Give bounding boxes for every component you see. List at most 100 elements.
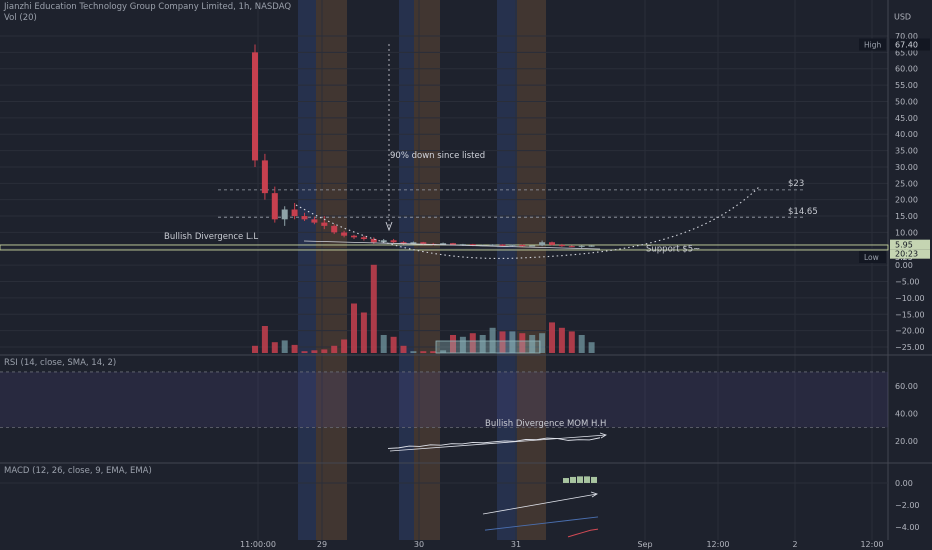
session-band-1 [316, 0, 347, 540]
x-tick-label: 12:00 [860, 540, 883, 549]
divergence-macd-arrow [590, 491, 598, 498]
candle [558, 243, 565, 247]
candle [301, 212, 308, 221]
candle [261, 153, 268, 200]
candle-body [539, 242, 546, 246]
macd-histogram-bar [563, 478, 569, 483]
volume-bar [479, 335, 486, 353]
level-14-label: $14.65 [788, 207, 818, 217]
y-tick-label: −10.00 [895, 294, 925, 303]
candle-body [469, 244, 476, 246]
candle [271, 186, 278, 223]
high-tag-label: High [864, 41, 881, 50]
candle-body [291, 209, 298, 217]
macd-signal-line [567, 528, 599, 538]
volume-bar [459, 336, 466, 353]
candle [539, 240, 546, 247]
rsi-line [387, 437, 601, 449]
candle-body [301, 216, 308, 220]
volume-bar [341, 339, 348, 353]
macd-histogram-bar [584, 476, 590, 483]
candle-body [252, 52, 258, 161]
y-tick-label: 40.00 [895, 130, 918, 139]
y-tick-label: −15.00 [895, 310, 925, 319]
drop-arrow-head [385, 221, 393, 232]
candle-body [499, 244, 506, 246]
currency-label: USD [894, 13, 911, 22]
candle [509, 244, 516, 247]
candle [252, 44, 258, 167]
volume-bar [509, 331, 516, 353]
x-tick-label: 29 [317, 540, 327, 549]
rsi-label: RSI (14, close, SMA, 14, 2) [4, 358, 117, 368]
y-tick-label: 45.00 [895, 114, 918, 123]
volume-bar [400, 345, 407, 353]
volume-bar [410, 351, 417, 353]
volume-bar [578, 335, 585, 353]
candle-body [311, 219, 318, 223]
divergence-rsi-arrow [599, 432, 607, 439]
y-tick-label: −25.00 [895, 343, 925, 352]
candle-body [360, 237, 367, 239]
volume-bar [529, 335, 536, 353]
candle [489, 244, 496, 246]
candle [568, 245, 575, 248]
last-price: 5.95 [895, 241, 913, 250]
session-band-4 [497, 0, 517, 540]
volume-bar [549, 322, 555, 353]
countdown-box [890, 249, 930, 259]
macd-tick-label: −4.00 [895, 523, 920, 532]
macd-tick-label: 0.00 [895, 479, 913, 488]
x-tick-label: 2 [792, 540, 797, 549]
y-tick-label: 55.00 [895, 81, 918, 90]
session-band-2 [399, 0, 414, 540]
macd-tick-label: −2.00 [895, 501, 920, 510]
volume-bar [450, 335, 456, 353]
candle-body [519, 244, 526, 247]
y-tick-label: 50.00 [895, 97, 918, 106]
session-band-0 [298, 0, 316, 540]
candle-body [351, 235, 357, 238]
candle-body [509, 244, 516, 246]
candle [281, 206, 288, 226]
volume-bar [519, 333, 526, 353]
volume-highlight-box [435, 340, 541, 354]
volume-bar [281, 340, 288, 353]
divergence-rsi-line [389, 434, 607, 452]
candle [311, 216, 318, 225]
volume-label: Vol (20) [4, 13, 37, 23]
volume-bar [311, 350, 318, 353]
rsi-tick-label: 60.00 [895, 382, 918, 391]
candle-body [549, 242, 555, 245]
candle-body [331, 225, 338, 233]
y-tick-label: 65.00 [895, 48, 918, 57]
macd-histogram-bar [577, 476, 583, 483]
candle [360, 235, 367, 241]
volume-bar [499, 331, 506, 353]
x-tick-label: 30 [414, 540, 424, 549]
volume-bar [331, 345, 338, 353]
candle [331, 224, 338, 235]
candle [341, 230, 348, 238]
volume-bar [321, 349, 328, 353]
macd-histogram-bar [591, 476, 597, 483]
candle [351, 234, 357, 239]
high-value-box [890, 38, 930, 51]
macd-histogram-bar [570, 476, 576, 483]
volume-bar [380, 335, 387, 353]
y-tick-label: 0.00 [895, 261, 913, 270]
session-band-3 [414, 0, 440, 540]
rsi-band-fill [0, 371, 888, 428]
x-tick-label: 31 [511, 540, 521, 549]
volume-bar [568, 331, 575, 353]
candle-body [459, 244, 466, 246]
volume-bar [489, 327, 496, 353]
macd-line [484, 516, 599, 531]
session-band-5 [517, 0, 546, 540]
y-tick-label: 35.00 [895, 147, 918, 156]
candle-body [420, 242, 427, 244]
y-tick-label: 25.00 [895, 179, 918, 188]
candle [529, 245, 536, 247]
volume-bar [351, 303, 357, 353]
